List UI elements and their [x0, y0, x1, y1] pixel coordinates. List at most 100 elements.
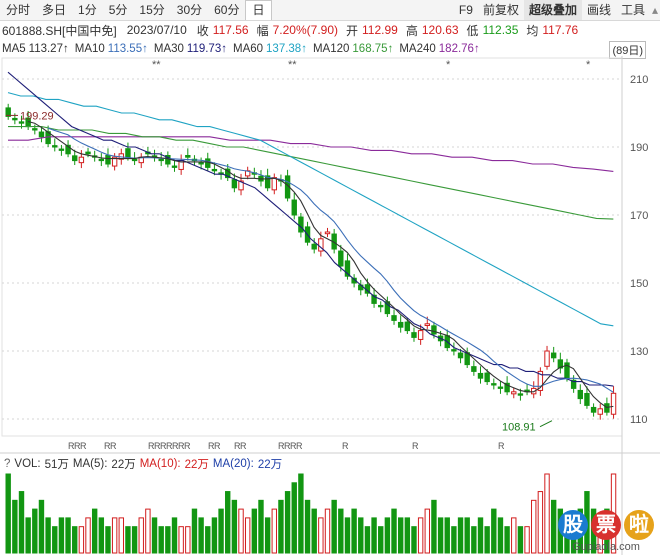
volume-bar — [98, 517, 105, 554]
volume-bar — [205, 526, 211, 554]
vol-ma10-value: 22万 — [184, 459, 209, 471]
bottom-marker: R — [234, 441, 241, 451]
volume-bar — [118, 517, 124, 554]
volume-bar — [431, 499, 437, 554]
toolbar-button[interactable]: 超级叠加 — [523, 0, 582, 20]
bottom-marker: R — [498, 441, 505, 451]
candle-body — [344, 260, 351, 277]
volume-bar — [391, 508, 397, 554]
vol-value: 51万 — [44, 459, 69, 471]
volume-bar — [291, 482, 297, 554]
volume-bar — [457, 517, 464, 554]
period-tab[interactable]: 15分 — [139, 3, 165, 17]
candle-body — [205, 158, 211, 168]
bottom-marker: R — [68, 441, 75, 451]
candle-body — [324, 231, 331, 235]
volume-bar — [304, 499, 311, 554]
volume-bar — [171, 517, 178, 554]
period-tab[interactable]: 1分 — [78, 3, 97, 17]
volume-bar — [437, 517, 444, 554]
candle-body — [444, 335, 450, 349]
candle-body — [584, 393, 590, 406]
bottom-marker: R — [172, 441, 179, 451]
candle-body — [278, 179, 284, 182]
y-tick-label: 190 — [630, 142, 648, 154]
candle-body — [284, 175, 291, 199]
candle-body — [65, 144, 71, 155]
candle-body — [218, 172, 224, 175]
volume-bar — [225, 491, 231, 554]
volume-bar — [484, 526, 490, 554]
volume-bar — [145, 508, 151, 554]
toolbar-button[interactable]: 画线 — [586, 3, 611, 17]
volume-bar — [464, 517, 470, 554]
toolbar-button[interactable]: F9 — [458, 3, 473, 17]
ma-value: 113.55↑ — [107, 42, 148, 55]
quote-date: 2023/07/10 — [126, 23, 187, 37]
ma-value: 113.27↑ — [28, 42, 69, 55]
days-badge[interactable]: (89日) — [609, 41, 646, 59]
low-annotation: 108.91 — [502, 422, 536, 434]
candle-body — [557, 359, 564, 369]
candle-body — [484, 372, 490, 383]
volume-bar — [338, 508, 344, 554]
high-label: 高 — [405, 23, 418, 38]
toolbar-button[interactable]: 前复权 — [482, 3, 519, 17]
period-tab[interactable]: 多日 — [42, 3, 67, 17]
volume-bar — [52, 526, 58, 554]
ma-legend: MA5 113.27↑ MA10 113.55↑ MA30 119.73↑ MA60 137.… — [0, 40, 660, 57]
bottom-marker: R — [208, 441, 215, 451]
candle-body — [610, 392, 617, 415]
candle-body — [244, 170, 251, 177]
scroll-up-icon[interactable]: ▴ — [651, 3, 659, 17]
candle-body — [52, 145, 58, 148]
ma10-line — [47, 127, 614, 393]
volume-bar — [45, 517, 51, 554]
candle-body — [391, 315, 397, 321]
volume-bar — [18, 491, 25, 554]
candle-body — [338, 250, 344, 267]
volume-bar — [344, 517, 351, 554]
bottom-marker: R — [214, 441, 221, 451]
volume-bar — [105, 526, 111, 554]
volume-bar — [324, 508, 331, 554]
help-icon[interactable]: ? — [4, 458, 11, 470]
candle-body — [384, 301, 391, 315]
toolbar-button[interactable]: 工具 — [620, 3, 645, 17]
high-annotation: 199.29 — [20, 110, 54, 122]
volume-bar — [65, 517, 71, 554]
period-tab[interactable]: 5分 — [108, 3, 128, 17]
candle-body — [351, 277, 357, 284]
volume-bar — [111, 517, 118, 554]
vol-ma20-label: MA(20): — [212, 458, 254, 470]
candle-body — [431, 325, 437, 335]
top-marker: ** — [288, 59, 297, 71]
period-tab[interactable]: 30分 — [176, 3, 203, 17]
volume-bar — [298, 473, 304, 554]
period-toolbar: 分时 多日 1分 5分 15分 30分 60分日 F9 前复权 超级叠加 画线 工具 ▴ — [0, 0, 660, 21]
ma-value: 119.73↑ — [186, 42, 227, 55]
candle-body — [298, 216, 304, 233]
bottom-marker: R — [342, 441, 349, 451]
volume-bar — [231, 499, 238, 554]
candle-body — [457, 352, 464, 359]
vol-ma10-label: MA(10): — [139, 458, 181, 470]
volume-bar — [497, 517, 504, 554]
period-tab[interactable]: 60分 — [214, 3, 240, 17]
candle-body — [178, 160, 184, 170]
candle-body — [191, 158, 198, 162]
volume-bar — [311, 508, 317, 554]
volume-bar — [404, 517, 411, 554]
high-value: 120.63 — [421, 23, 459, 37]
candle-body — [378, 304, 384, 308]
period-tab[interactable]: 分时 — [6, 3, 31, 17]
volume-bar — [544, 473, 550, 554]
avg-value: 117.76 — [542, 23, 579, 37]
candle-body — [590, 406, 597, 413]
volume-bar — [138, 517, 144, 554]
volume-bar — [471, 526, 477, 554]
period-tab[interactable]: 日 — [245, 0, 272, 20]
volume-bar — [12, 499, 18, 554]
candle-body — [12, 117, 18, 121]
candle-body — [5, 107, 11, 117]
